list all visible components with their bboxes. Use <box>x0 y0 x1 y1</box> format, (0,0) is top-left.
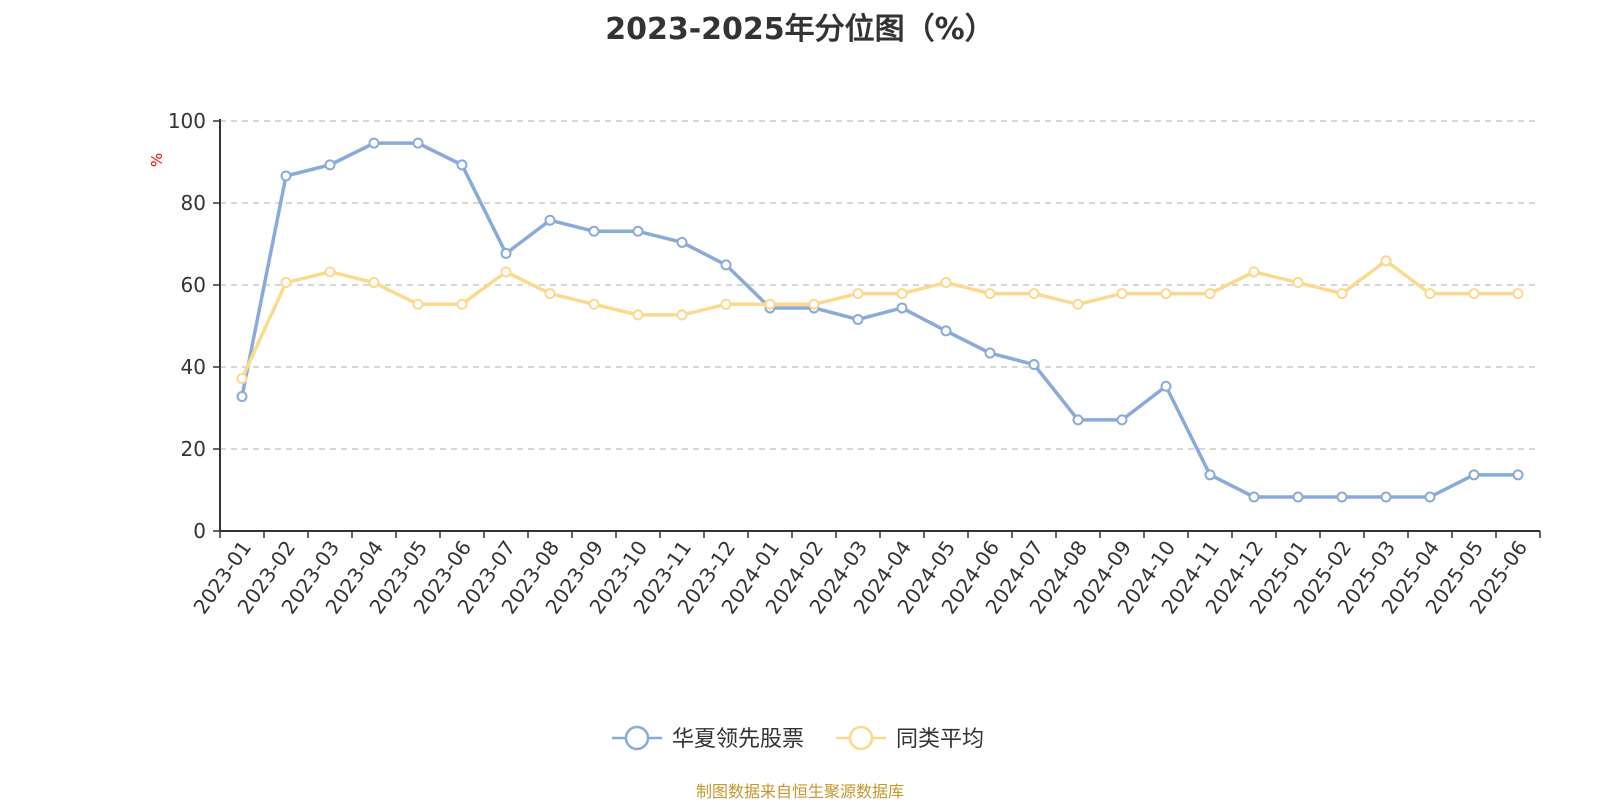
series-line-2 <box>240 259 1518 380</box>
data-point-series-2[interactable] <box>1292 277 1304 289</box>
data-point-series-2[interactable] <box>1116 288 1128 300</box>
data-point-series-1[interactable] <box>940 325 952 337</box>
data-point-series-2[interactable] <box>1160 288 1172 300</box>
data-point-series-1[interactable] <box>500 247 512 259</box>
grid-lines <box>220 120 1540 450</box>
y-tick-label: 100 <box>168 109 206 133</box>
data-point-series-2[interactable] <box>896 288 908 300</box>
data-point-series-2[interactable] <box>280 277 292 289</box>
data-point-series-1[interactable] <box>1028 359 1040 371</box>
legend-marker <box>848 725 874 751</box>
data-point-series-2[interactable] <box>1028 288 1040 300</box>
data-point-series-2[interactable] <box>412 298 424 310</box>
data-point-series-1[interactable] <box>588 225 600 237</box>
legend-item-series-2[interactable]: 同类平均 <box>836 725 984 752</box>
series-line-1 <box>240 141 1518 499</box>
data-point-series-2[interactable] <box>1204 288 1216 300</box>
data-point-series-2[interactable] <box>940 277 952 289</box>
y-tick-label: 80 <box>181 191 206 215</box>
data-point-series-2[interactable] <box>1072 298 1084 310</box>
y-tick-label: 40 <box>181 355 206 379</box>
axes: 0204060801002023-012023-022023-032023-04… <box>168 109 1541 618</box>
y-unit-label: % <box>148 153 166 167</box>
data-point-series-1[interactable] <box>676 236 688 248</box>
data-point-series-1[interactable] <box>1468 469 1480 481</box>
legend-label: 华夏领先股票 <box>672 727 804 752</box>
data-point-series-1[interactable] <box>1072 414 1084 426</box>
series-lines <box>236 137 1524 503</box>
data-point-series-1[interactable] <box>720 259 732 271</box>
data-point-series-1[interactable] <box>324 159 336 171</box>
data-point-series-1[interactable] <box>1380 491 1392 503</box>
data-point-series-1[interactable] <box>1248 491 1260 503</box>
data-point-series-1[interactable] <box>1336 491 1348 503</box>
data-point-series-2[interactable] <box>1380 255 1392 267</box>
data-point-series-2[interactable] <box>500 266 512 278</box>
data-point-series-2[interactable] <box>1424 288 1436 300</box>
data-point-series-2[interactable] <box>720 298 732 310</box>
source-note: 制图数据来自恒生聚源数据库 <box>695 782 904 801</box>
data-point-series-2[interactable] <box>1468 288 1480 300</box>
data-point-series-2[interactable] <box>236 372 248 384</box>
data-point-series-1[interactable] <box>456 159 468 171</box>
data-point-series-1[interactable] <box>896 302 908 314</box>
data-point-series-2[interactable] <box>676 309 688 321</box>
data-point-series-1[interactable] <box>1160 380 1172 392</box>
data-point-series-2[interactable] <box>368 277 380 289</box>
data-point-series-1[interactable] <box>236 391 248 403</box>
legend[interactable]: 华夏领先股票 同类平均 <box>612 725 984 752</box>
data-point-series-2[interactable] <box>764 298 776 310</box>
data-point-series-1[interactable] <box>984 347 996 359</box>
data-point-series-1[interactable] <box>1204 469 1216 481</box>
y-tick-label: 0 <box>193 519 206 543</box>
data-point-series-1[interactable] <box>544 214 556 226</box>
data-point-series-1[interactable] <box>1116 414 1128 426</box>
chart-title: 2023-2025年分位图（%） <box>605 12 995 47</box>
legend-item-series-1[interactable]: 华夏领先股票 <box>612 725 804 752</box>
data-point-series-1[interactable] <box>852 313 864 325</box>
data-point-series-2[interactable] <box>324 266 336 278</box>
data-point-series-2[interactable] <box>852 288 864 300</box>
data-point-series-2[interactable] <box>632 309 644 321</box>
data-point-series-1[interactable] <box>412 137 424 149</box>
data-point-series-2[interactable] <box>1512 288 1524 300</box>
data-point-series-1[interactable] <box>280 170 292 182</box>
data-point-series-2[interactable] <box>984 288 996 300</box>
data-point-series-2[interactable] <box>1336 288 1348 300</box>
data-point-series-1[interactable] <box>1424 491 1436 503</box>
data-point-series-2[interactable] <box>588 298 600 310</box>
data-point-series-2[interactable] <box>456 298 468 310</box>
data-point-series-2[interactable] <box>1248 266 1260 278</box>
legend-marker <box>624 725 650 751</box>
legend-label: 同类平均 <box>896 727 984 752</box>
data-point-series-1[interactable] <box>1292 491 1304 503</box>
y-tick-label: 60 <box>181 273 206 297</box>
data-point-series-1[interactable] <box>1512 469 1524 481</box>
data-point-series-1[interactable] <box>632 225 644 237</box>
data-point-series-2[interactable] <box>808 298 820 310</box>
data-point-series-1[interactable] <box>368 137 380 149</box>
y-tick-label: 20 <box>181 437 206 461</box>
data-point-series-2[interactable] <box>544 288 556 300</box>
